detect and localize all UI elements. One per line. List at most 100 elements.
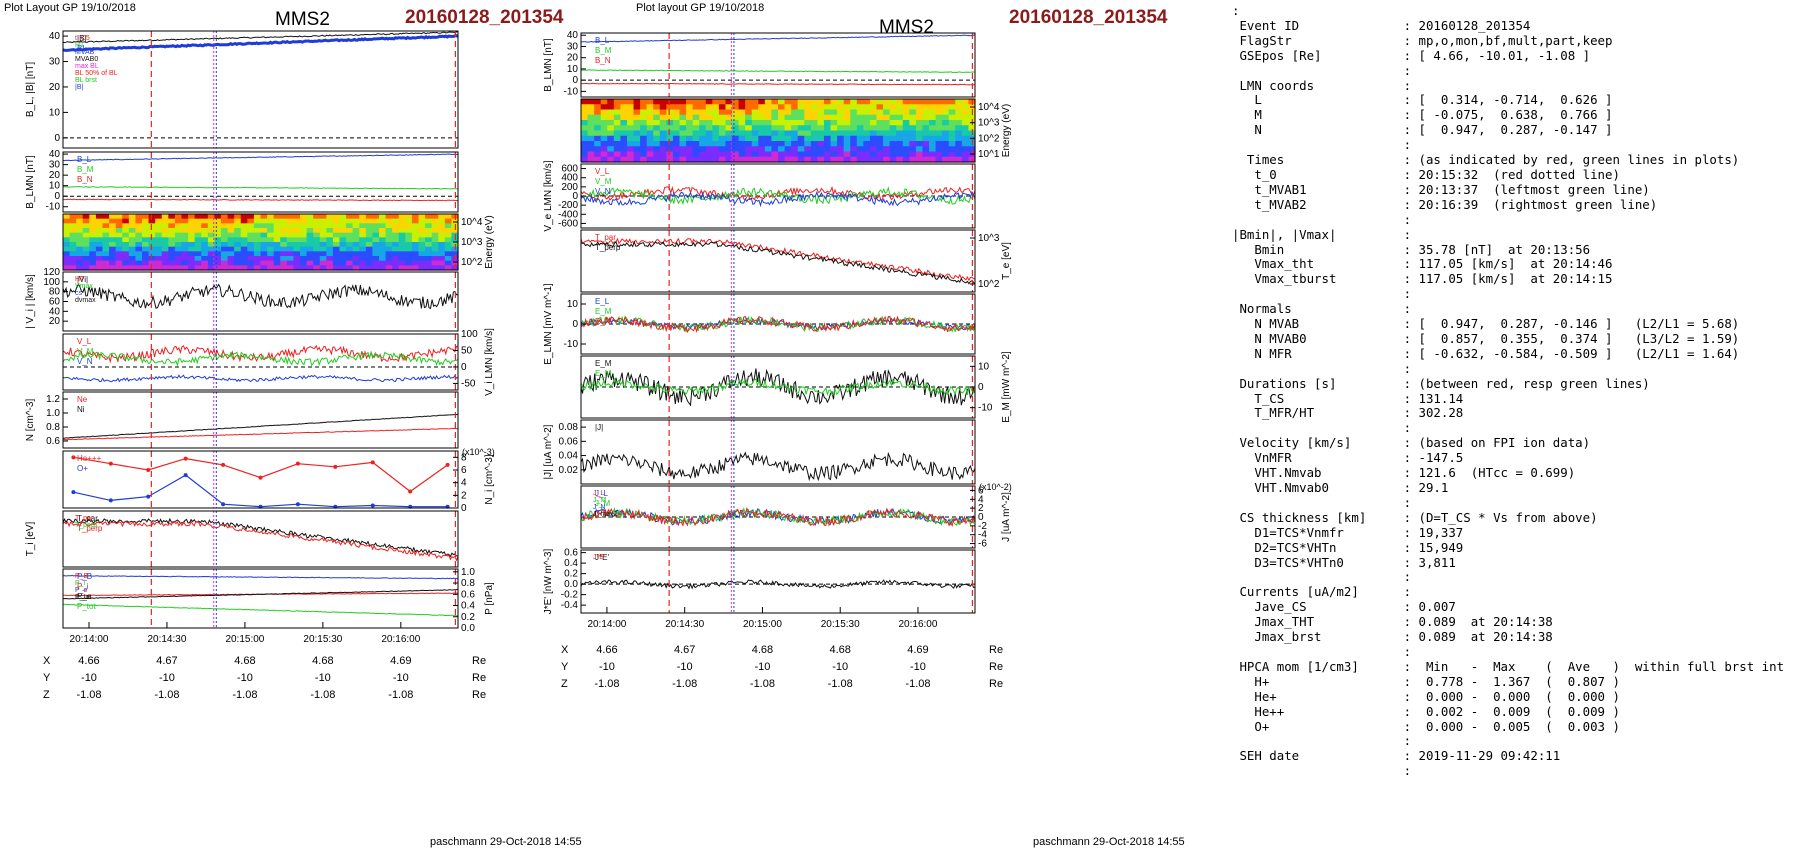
heatmap-cell [863, 114, 871, 121]
heatmap-cell [161, 260, 169, 266]
heatmap-cell [863, 146, 871, 153]
heatmap-cell [771, 109, 779, 116]
heatmap-cell [587, 125, 595, 132]
right-4-frame [580, 229, 976, 293]
left-4-ytick-label: 20 [49, 316, 61, 327]
heatmap-cell [240, 223, 248, 229]
heatmap-cell [896, 130, 904, 137]
heatmap-cell [784, 104, 792, 111]
heatmap-cell [778, 125, 786, 132]
heatmap-cell [227, 265, 235, 271]
heatmap-cell [699, 135, 707, 142]
heatmap-cell [267, 232, 275, 238]
right-9-frame [580, 549, 976, 614]
heatmap-cell [267, 242, 275, 248]
left-2-series-B_N [63, 198, 458, 202]
heatmap-cell [115, 218, 123, 224]
heatmap-cell [626, 146, 635, 153]
heatmap-cell [626, 104, 635, 111]
right-9-ytick-label: 0.0 [564, 579, 578, 590]
left-7-ylabel: N_i [cm^-3] [484, 454, 495, 504]
right-5-series-label: E_L [595, 297, 610, 306]
left-9-legend: P_B [75, 573, 89, 580]
heatmap-cell [718, 135, 727, 142]
heatmap-cell [784, 99, 792, 105]
heatmap-cell [896, 125, 904, 132]
heatmap-cell [128, 237, 137, 243]
heatmap-cell [633, 135, 641, 142]
heatmap-cell [955, 146, 963, 153]
right-3-series-label: V_N [595, 187, 611, 196]
heatmap-cell [620, 99, 628, 105]
heatmap-cell [122, 228, 130, 234]
heatmap-cell [313, 214, 321, 220]
heatmap-cell [188, 237, 196, 243]
heatmap-cell [646, 104, 654, 111]
heatmap-cell [142, 256, 150, 262]
info-line: Jmax_THT : 0.089 at 20:14:38 [1232, 614, 1553, 630]
heatmap-cell [234, 237, 242, 243]
heatmap-cell [961, 104, 970, 111]
heatmap-cell [240, 242, 248, 248]
heatmap-cell [797, 120, 805, 126]
heatmap-cell [830, 120, 838, 126]
heatmap-cell [339, 237, 347, 243]
info-line: : [1232, 360, 1412, 376]
heatmap-cell [379, 251, 387, 257]
heatmap-cell [797, 130, 805, 137]
heatmap-cell [764, 130, 773, 137]
heatmap-cell [194, 232, 202, 238]
heatmap-cell [830, 146, 838, 153]
heatmap-cell [181, 246, 189, 252]
heatmap-cell [587, 141, 595, 147]
heatmap-cell [128, 232, 137, 238]
heatmap-cell [168, 218, 176, 224]
heatmap-cell [929, 99, 937, 105]
heatmap-cell [909, 99, 917, 105]
heatmap-cell [168, 251, 176, 257]
heatmap-cell [227, 214, 235, 220]
heatmap-cell [804, 104, 812, 111]
heatmap-cell [666, 120, 674, 126]
heatmap-cell [653, 109, 661, 116]
heatmap-cell [365, 251, 374, 257]
right-1-ytick-label: 40 [567, 30, 579, 41]
heatmap-cell [267, 228, 275, 234]
heatmap-cell [942, 146, 950, 153]
heatmap-cell [214, 265, 222, 271]
heatmap-cell [300, 232, 308, 238]
heatmap-cell [823, 130, 832, 137]
heatmap-cell [712, 109, 720, 116]
heatmap-cell [896, 151, 904, 158]
heatmap-cell [280, 228, 288, 234]
heatmap-cell [810, 109, 818, 116]
left-6-ytick-label: 1.2 [46, 394, 60, 405]
heatmap-cell [883, 130, 891, 137]
heatmap-cell [955, 130, 963, 137]
heatmap-cell [319, 223, 327, 229]
heatmap-cell [385, 223, 393, 229]
heatmap-cell [686, 125, 694, 132]
heatmap-cell [148, 237, 156, 243]
heatmap-cell [666, 151, 674, 158]
heatmap-cell [260, 237, 268, 243]
heatmap-cell [856, 109, 864, 116]
heatmap-cell [201, 237, 209, 243]
heatmap-cell [63, 260, 71, 266]
left-9-ylabel: P [nPa] [484, 582, 495, 615]
heatmap-cell [784, 156, 792, 163]
right-pos-unit: Re [989, 661, 1003, 673]
heatmap-cell [672, 141, 681, 147]
heatmap-cell [201, 256, 209, 262]
heatmap-cell [961, 114, 970, 121]
heatmap-cell [155, 218, 163, 224]
heatmap-cell [810, 151, 818, 158]
right-2-ylabel: Energy (eV) [1001, 104, 1012, 157]
right-5-ylabel: E_LMN [mV m^-1] [543, 283, 554, 365]
heatmap-cell [745, 109, 753, 116]
heatmap-cell [738, 114, 746, 121]
heatmap-cell [398, 256, 406, 262]
left-pos-value: 4.66 [78, 655, 99, 667]
right-1-series-B_N [580, 82, 976, 86]
heatmap-cell [188, 265, 196, 271]
